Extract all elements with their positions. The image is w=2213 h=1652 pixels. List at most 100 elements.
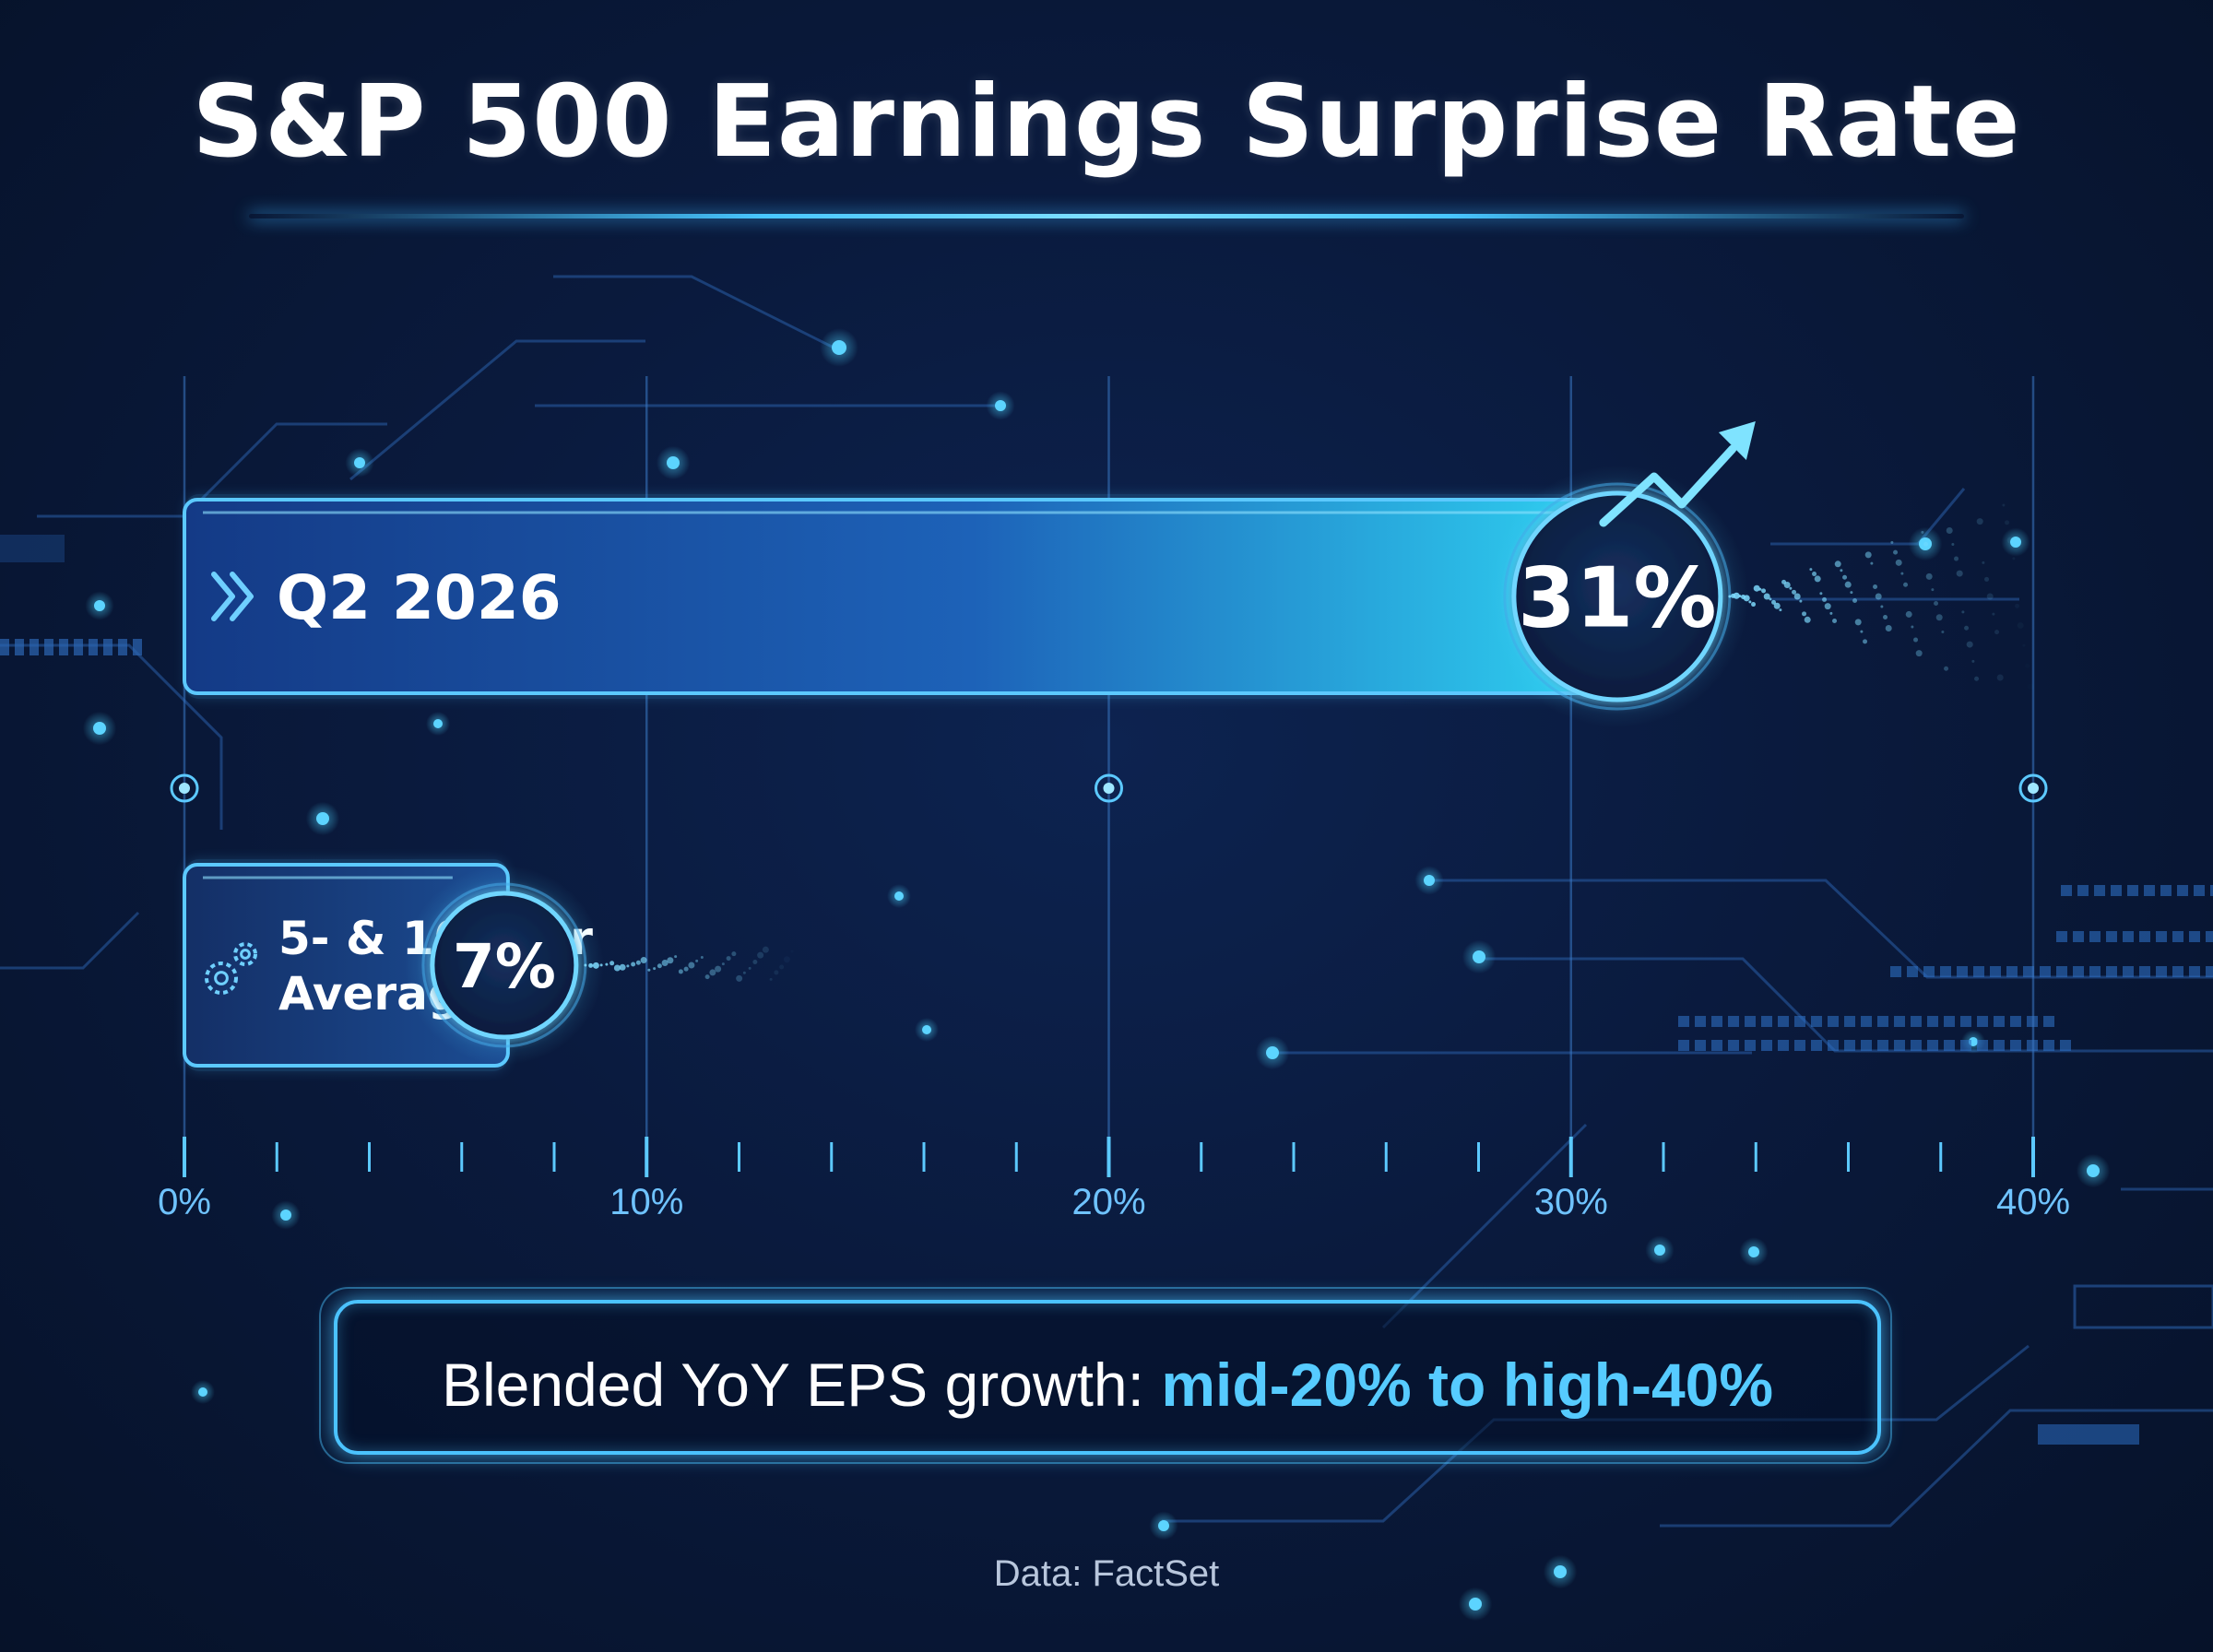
particle — [1761, 588, 1767, 594]
source-note: Data: FactSet — [993, 1553, 1220, 1594]
panel-segment — [2139, 931, 2150, 942]
panel-segment — [2073, 931, 2084, 942]
particle — [599, 963, 603, 967]
particle — [1864, 551, 1872, 559]
circuit-node — [1554, 1565, 1567, 1578]
x-tick-label: 30% — [1534, 1182, 1608, 1222]
particle — [1824, 603, 1831, 610]
circuit-node — [316, 812, 329, 825]
panel-segment — [2056, 966, 2067, 977]
panel-block — [2073, 1284, 2213, 1329]
panel-segment — [1778, 1040, 1789, 1051]
particle — [1771, 599, 1777, 605]
circuit-node — [354, 457, 365, 468]
particle — [1779, 608, 1782, 612]
particle — [1935, 614, 1943, 621]
panel-segment — [2010, 1016, 2021, 1027]
particle — [1863, 639, 1868, 644]
particle — [674, 955, 678, 959]
particle — [609, 961, 615, 966]
panel-segment — [2156, 966, 2167, 977]
panel-segment — [1973, 966, 1984, 977]
particle — [2028, 683, 2034, 690]
panel-segment — [2111, 885, 2122, 896]
particle — [1915, 650, 1923, 657]
particle — [1840, 569, 1843, 572]
value-label: 7% — [453, 931, 556, 1002]
particle — [1971, 659, 1975, 663]
particle — [1763, 593, 1770, 600]
panel-segment — [2094, 885, 2105, 896]
particle — [762, 946, 769, 953]
panel-segment — [1861, 1016, 1872, 1027]
particle — [1895, 559, 1902, 566]
separator-node-ring — [2018, 773, 2048, 803]
particle — [2006, 537, 2014, 544]
particle — [1875, 593, 1882, 600]
particle — [709, 969, 716, 976]
particle — [1852, 598, 1858, 604]
panel-segment — [118, 639, 127, 655]
particle — [1994, 630, 2000, 635]
gear-outline — [233, 942, 257, 966]
panel-segment — [2056, 931, 2067, 942]
circuit-trace — [1429, 879, 2213, 979]
particle — [742, 971, 746, 974]
title-underline — [249, 214, 1964, 218]
panel-segment — [1977, 1016, 1988, 1027]
particle — [657, 963, 662, 969]
panel-segment — [103, 639, 112, 655]
particle — [1781, 579, 1787, 584]
panel-segment — [1923, 966, 1935, 977]
panel-segment — [1844, 1040, 1855, 1051]
panel-segment — [2023, 966, 2034, 977]
particle — [2015, 603, 2020, 608]
particle — [661, 960, 669, 967]
panel-segment — [59, 639, 68, 655]
circuit-trace — [349, 339, 645, 481]
panel-segment — [2006, 966, 2018, 977]
particle — [619, 963, 626, 971]
circuit-node — [1748, 1246, 1759, 1257]
gear-hub — [214, 971, 229, 985]
particle — [695, 959, 699, 962]
particle — [1941, 631, 1945, 633]
circuit-node — [198, 1387, 207, 1397]
panel-segment — [2194, 885, 2205, 896]
particle — [1870, 561, 1874, 565]
panel-segment — [0, 639, 9, 655]
panel-segment — [2043, 1040, 2054, 1051]
panel-segment — [1957, 966, 1968, 977]
particle — [1961, 610, 1965, 614]
particle — [1956, 570, 1963, 577]
x-tick-label: 0% — [158, 1182, 211, 1222]
panel-segment — [2106, 931, 2117, 942]
particle — [2025, 664, 2030, 668]
panel-segment — [2089, 931, 2101, 942]
circuit-node — [667, 456, 680, 469]
circuit-trace — [1660, 1409, 2213, 1528]
particle — [678, 969, 683, 974]
particle — [1804, 616, 1811, 623]
panel-segment — [133, 639, 142, 655]
particle — [1986, 593, 1994, 600]
panel-segment — [1761, 1040, 1772, 1051]
value-badge — [1511, 490, 1723, 702]
particle — [1934, 600, 1939, 606]
particle — [1885, 624, 1892, 631]
particle — [1923, 541, 1929, 547]
panel-segment — [2144, 885, 2155, 896]
panel-segment — [1960, 1040, 1971, 1051]
particle — [1799, 599, 1803, 603]
panel-segment — [1877, 1016, 1888, 1027]
panel-segment — [2172, 966, 2183, 977]
panel-segment — [2206, 966, 2213, 977]
particle — [1996, 674, 2004, 681]
eps-growth-text: Blended YoY EPS growth: mid-20% to high-… — [337, 1350, 1877, 1420]
particle — [1893, 549, 1899, 555]
panel-segment — [1728, 1016, 1739, 1027]
panel-segment — [1811, 1016, 1822, 1027]
panel-segment — [2010, 1040, 2021, 1051]
gear-outline — [205, 962, 238, 995]
particle — [783, 956, 790, 963]
